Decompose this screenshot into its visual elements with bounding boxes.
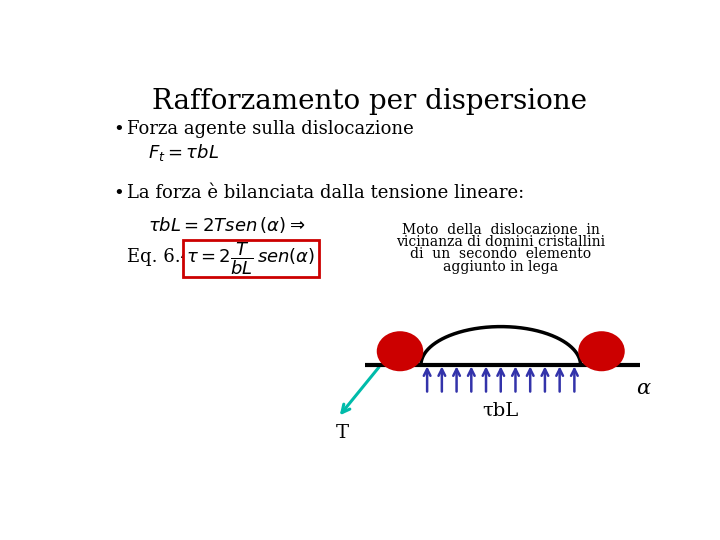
Text: La forza è bilanciata dalla tensione lineare:: La forza è bilanciata dalla tensione lin… xyxy=(127,184,524,202)
Text: aggiunto in lega: aggiunto in lega xyxy=(444,260,558,274)
Text: $\mathit{F}_t = \tau bL$: $\mathit{F}_t = \tau bL$ xyxy=(148,142,219,163)
Bar xyxy=(183,240,319,278)
Text: vicinanza di domini cristallini: vicinanza di domini cristallini xyxy=(396,235,606,249)
Text: Rafforzamento per dispersione: Rafforzamento per dispersione xyxy=(151,88,587,115)
Text: $\mathit{\tau bL = 2Tsen\,(\alpha)\Rightarrow}$: $\mathit{\tau bL = 2Tsen\,(\alpha)\Right… xyxy=(148,215,305,235)
Text: α: α xyxy=(636,379,650,398)
Ellipse shape xyxy=(578,331,625,372)
Ellipse shape xyxy=(377,331,423,372)
Text: di  un  secondo  elemento: di un secondo elemento xyxy=(410,247,591,261)
Text: •: • xyxy=(113,184,124,202)
Text: Forza agente sulla dislocazione: Forza agente sulla dislocazione xyxy=(127,120,414,138)
Text: •: • xyxy=(113,120,124,138)
Text: Moto  della  dislocazione  in: Moto della dislocazione in xyxy=(402,222,600,237)
Text: T: T xyxy=(336,423,348,442)
Text: τbL: τbL xyxy=(482,402,519,420)
Text: $\mathit{\tau = 2\dfrac{T}{bL}\,sen(\alpha)}$: $\mathit{\tau = 2\dfrac{T}{bL}\,sen(\alp… xyxy=(186,240,315,277)
Text: Eq. 6.4: Eq. 6.4 xyxy=(127,248,192,266)
